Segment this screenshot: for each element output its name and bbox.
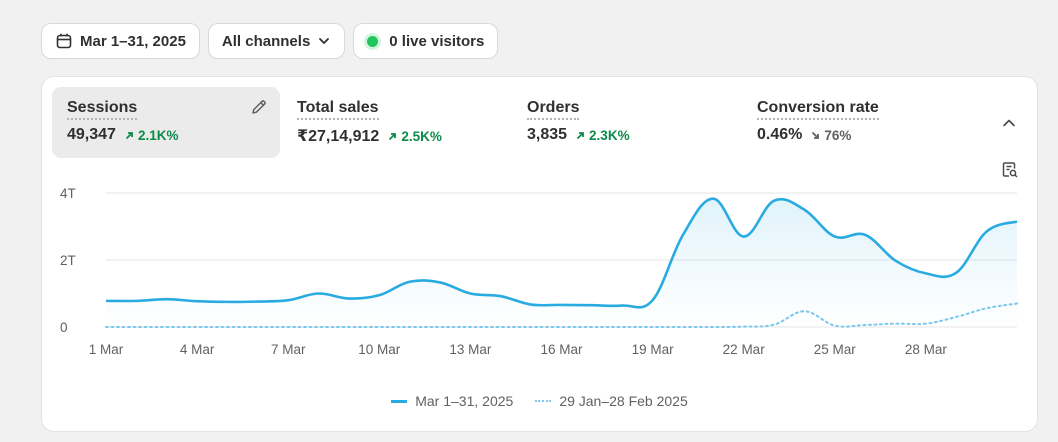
arrow-down-right-icon xyxy=(812,131,820,139)
channels-dropdown[interactable]: All channels xyxy=(208,24,345,58)
legend-label: 29 Jan–28 Feb 2025 xyxy=(559,393,688,409)
metric-value: ₹27,14,912 xyxy=(297,128,380,145)
collapse-button[interactable] xyxy=(1001,115,1017,136)
metric-change: 76% xyxy=(810,128,851,143)
series-area-fill xyxy=(106,198,1017,327)
metric-change-value: 2.5K% xyxy=(401,128,442,144)
x-tick-label: 22 Mar xyxy=(723,342,766,357)
date-range-button[interactable]: Mar 1–31, 2025 xyxy=(42,24,199,58)
chevron-down-icon xyxy=(319,38,330,44)
metric-value: 49,347 xyxy=(67,126,116,143)
metric-tab-sessions[interactable]: Sessions 49,347 2.1K% xyxy=(52,87,280,158)
metric-label: Total sales xyxy=(297,99,379,120)
arrow-up-right-icon xyxy=(576,131,584,139)
live-visitors-button[interactable]: 0 live visitors xyxy=(354,24,498,58)
metric-label: Conversion rate xyxy=(757,99,879,120)
y-tick-label: 2T xyxy=(60,253,76,268)
report-toolbar: Mar 1–31, 2025 All channels 0 live visit… xyxy=(42,24,498,58)
x-tick-label: 10 Mar xyxy=(358,342,401,357)
metric-tabs: Sessions 49,347 2.1K% Total sales ₹27,14… xyxy=(52,87,1037,159)
metric-change-value: 2.3K% xyxy=(589,127,630,143)
x-tick-label: 28 Mar xyxy=(905,342,948,357)
y-tick-label: 0 xyxy=(60,320,68,335)
metric-label: Sessions xyxy=(67,99,138,120)
legend-swatch-solid xyxy=(391,399,408,403)
x-tick-label: 25 Mar xyxy=(814,342,857,357)
x-tick-label: 13 Mar xyxy=(449,342,492,357)
report-search-icon xyxy=(1002,162,1018,178)
metric-change: 2.3K% xyxy=(575,128,630,143)
legend-item-previous[interactable]: 29 Jan–28 Feb 2025 xyxy=(535,393,688,409)
date-range-label: Mar 1–31, 2025 xyxy=(80,32,186,50)
arrow-up-right-icon xyxy=(389,132,397,140)
metric-tab-total-sales[interactable]: Total sales ₹27,14,912 2.5K% xyxy=(282,87,510,158)
x-tick-label: 19 Mar xyxy=(632,342,675,357)
chevron-up-icon xyxy=(1003,119,1015,127)
x-tick-label: 4 Mar xyxy=(180,342,215,357)
legend-label: Mar 1–31, 2025 xyxy=(415,393,514,409)
arrow-up-right-icon xyxy=(125,131,133,139)
x-tick-label: 16 Mar xyxy=(540,342,583,357)
legend-item-current[interactable]: Mar 1–31, 2025 xyxy=(391,393,513,409)
metric-label: Orders xyxy=(527,99,580,120)
calendar-icon xyxy=(56,33,72,49)
x-tick-label: 1 Mar xyxy=(89,342,124,357)
series-line-current[interactable] xyxy=(105,197,1018,309)
metric-value: 3,835 xyxy=(527,126,568,143)
y-tick-label: 4T xyxy=(60,186,76,201)
metric-change-value: 2.1K% xyxy=(137,127,179,143)
live-status-dot xyxy=(367,35,379,47)
metric-change-value: 76% xyxy=(824,127,852,143)
x-tick-label: 7 Mar xyxy=(271,342,306,357)
chart-options-button[interactable] xyxy=(1001,161,1019,184)
sessions-chart: 0 2T 4T 1 Mar 4 Mar 7 Mar 10 Mar 13 Mar 16 Mar 1… xyxy=(60,186,1018,357)
legend-swatch-dotted xyxy=(535,400,552,402)
analytics-card: Sessions 49,347 2.1K% Total sales ₹27,14… xyxy=(42,77,1037,431)
metric-value: 0.46% xyxy=(757,126,803,143)
metric-tab-conversion-rate[interactable]: Conversion rate 0.46% 76% xyxy=(742,87,970,158)
metric-change: 2.1K% xyxy=(124,127,179,143)
pencil-icon xyxy=(252,100,266,114)
chart-legend: Mar 1–31, 2025 29 Jan–28 Feb 2025 xyxy=(42,393,1037,409)
metric-tab-orders[interactable]: Orders 3,835 2.3K% xyxy=(512,87,740,158)
metric-change: 2.5K% xyxy=(387,129,442,144)
live-visitors-label: 0 live visitors xyxy=(389,32,485,50)
channels-label: All channels xyxy=(221,32,311,50)
edit-metric-button[interactable] xyxy=(250,98,268,121)
